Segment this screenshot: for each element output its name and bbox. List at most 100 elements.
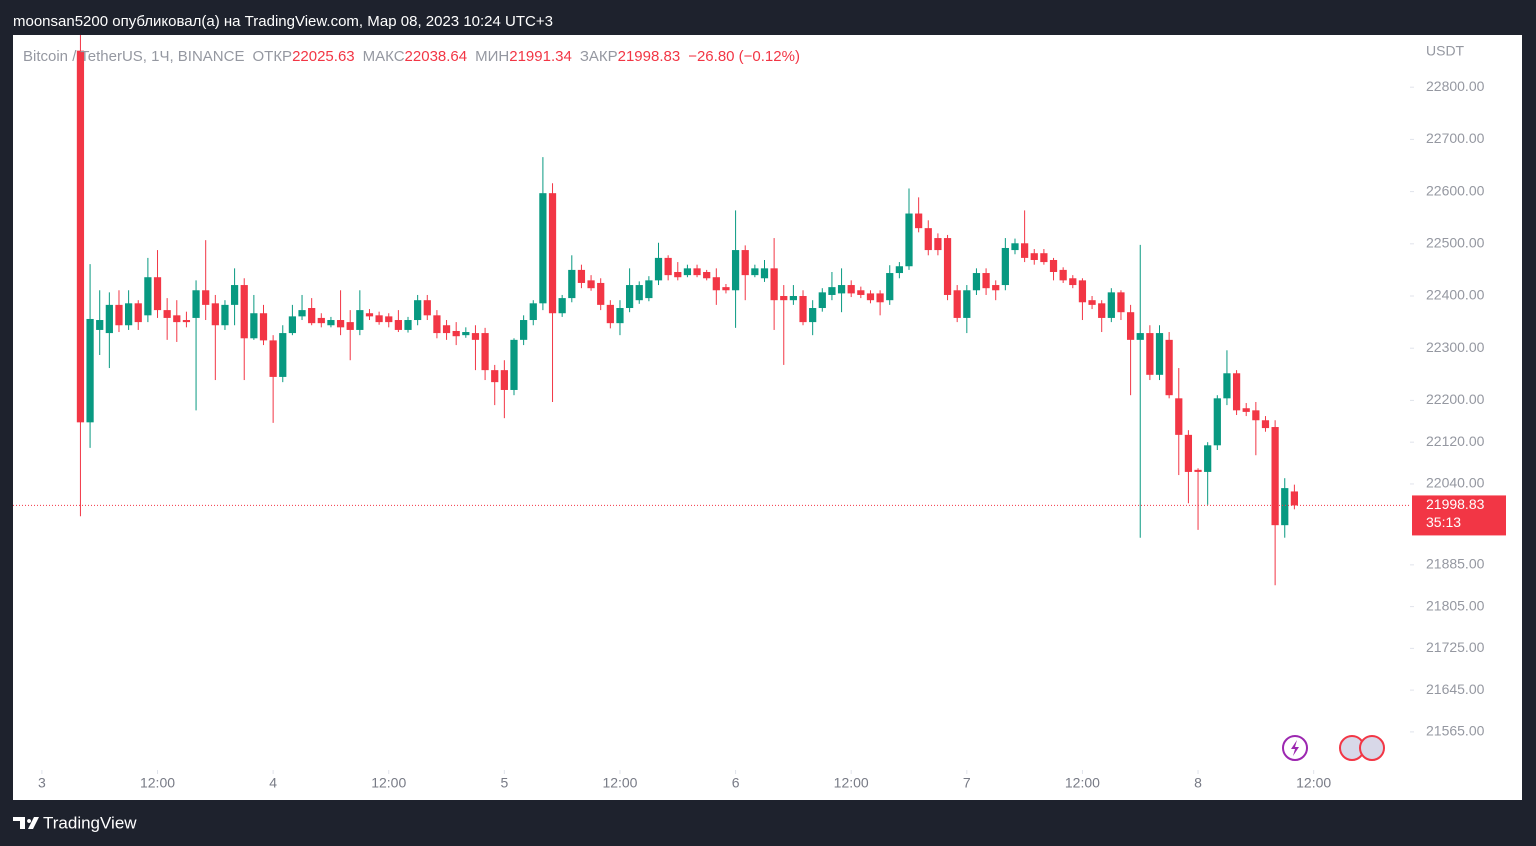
ohlc-label: МАКС (362, 48, 405, 65)
candle-body (259, 313, 268, 341)
candle-body (125, 303, 133, 326)
candle-body (394, 320, 402, 330)
last-price-label: 21998.83 (1426, 496, 1485, 512)
candle-body (211, 303, 219, 326)
candle-body (1242, 408, 1250, 412)
y-tick-label: 21645.00 (1426, 681, 1485, 697)
symbol: Bitcoin / TetherUS, 1Ч, BINANCE (23, 48, 245, 65)
candle-body (433, 315, 441, 334)
countdown: 35:13 (1426, 514, 1461, 530)
candle-body (943, 238, 952, 295)
y-tick-label: 22600.00 (1426, 182, 1485, 198)
last-price-box (1412, 495, 1506, 536)
candle-body (1155, 333, 1164, 375)
y-tick-label: 21805.00 (1426, 597, 1485, 613)
x-tick-label: 4 (269, 775, 277, 791)
candle-body (1204, 445, 1212, 472)
candle-body (230, 285, 239, 305)
candle-body (221, 304, 229, 326)
candle-body (1232, 373, 1241, 411)
candle-body (1223, 373, 1231, 399)
candle-body (385, 316, 393, 323)
candle-body (712, 277, 720, 291)
y-tick-label: 22300.00 (1426, 339, 1485, 355)
candle-body (992, 285, 1000, 291)
x-tick-label: 12:00 (140, 775, 175, 791)
candle-body (76, 50, 85, 423)
candle-body (423, 300, 431, 316)
brand: TradingView (43, 813, 137, 832)
candle-body (96, 320, 104, 330)
candle-body (972, 273, 981, 291)
candle-body (182, 320, 191, 323)
candle-body (491, 370, 499, 383)
candle-body (144, 277, 152, 316)
candle-body (934, 238, 942, 251)
candle-body (789, 296, 798, 301)
candle-body (770, 268, 778, 301)
candle-body (1281, 488, 1289, 526)
x-tick-label: 12:00 (1065, 775, 1100, 791)
candle-body (250, 313, 258, 339)
candle-body (866, 293, 875, 301)
candle-body (1136, 333, 1144, 340)
candle-body (1175, 398, 1183, 435)
y-tick-label: 22040.00 (1426, 475, 1485, 491)
candle-body (693, 268, 701, 276)
ohlc-value: 22038.64 (404, 48, 468, 65)
x-tick-label: 6 (732, 775, 740, 791)
candle-body (1021, 243, 1029, 258)
candle-body (336, 320, 345, 328)
candle-body (134, 303, 142, 323)
candle-body (895, 266, 903, 274)
candle-body (1252, 410, 1260, 421)
candle-body (674, 271, 682, 278)
candle-body (924, 228, 932, 251)
candle-body (905, 213, 913, 267)
candle-body (365, 313, 374, 317)
candle-body (1194, 469, 1202, 472)
candle-body (577, 269, 586, 283)
ohlc-label: ОТКР (252, 48, 293, 65)
candle-body (1117, 292, 1125, 313)
candle-body (298, 310, 306, 317)
candle-body (731, 250, 740, 291)
candle-body (587, 280, 595, 289)
currency-label: USDT (1426, 43, 1465, 59)
candle-body (1030, 253, 1038, 260)
candle-body (722, 287, 730, 291)
candle-body (645, 280, 653, 299)
candle-body (462, 332, 470, 336)
candle-body (1213, 398, 1221, 446)
candle-body (163, 310, 171, 318)
x-tick-label: 8 (1194, 775, 1202, 791)
candle-body (539, 193, 547, 304)
candle-body (1078, 280, 1087, 303)
candle-body (799, 296, 807, 323)
candle-body (375, 315, 383, 323)
candle-body (1165, 339, 1173, 396)
candle-body (558, 298, 566, 314)
candle-body (1011, 243, 1019, 251)
candle-body (664, 257, 672, 276)
candle-body (105, 304, 113, 334)
candle-body (442, 325, 451, 334)
ticks: 22800.00 22700.00 22600.00 22500.00 22400.00… (38, 78, 1485, 791)
candle-body (1098, 303, 1106, 318)
x-tick-label: 12:00 (371, 775, 406, 791)
publisher-line: moonsan5200 опубликовал(а) на TradingVie… (13, 13, 553, 30)
flag-icon[interactable] (1359, 735, 1385, 761)
candle-body (568, 269, 576, 299)
candle-body (471, 333, 480, 340)
candle-body (520, 320, 528, 340)
x-tick-label: 7 (963, 775, 971, 791)
ohlc-label: МИН (475, 48, 510, 65)
candle-body (1261, 420, 1270, 429)
event-icons (1282, 735, 1385, 761)
x-tick-label: 5 (500, 775, 508, 791)
x-tick-label: 12:00 (1296, 775, 1331, 791)
candle-body (857, 290, 865, 295)
candle-body (635, 285, 643, 301)
candle-body (703, 271, 711, 279)
